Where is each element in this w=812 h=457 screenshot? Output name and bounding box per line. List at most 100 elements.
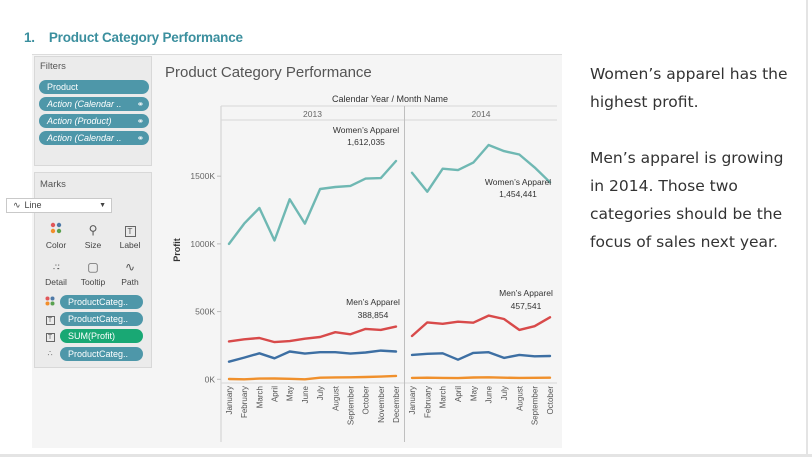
marks-button-label: Detail	[45, 277, 67, 287]
shelf-pill-label: SUM(Profit)	[68, 331, 115, 341]
marks-button-label: Label	[119, 240, 141, 250]
link-icon: ⚭	[136, 99, 144, 109]
chevron-down-icon: ▼	[99, 202, 106, 209]
year-header-2013: 2013	[303, 109, 322, 119]
series-line-2014-2	[410, 351, 552, 361]
x-tick-label: July	[500, 386, 509, 400]
x-tick-label: December	[392, 386, 401, 423]
filters-title: Filters	[40, 61, 66, 72]
filter-pill-product[interactable]: Product	[39, 80, 149, 94]
marks-button-label: Path	[121, 277, 139, 287]
commentary: Women’s apparel has the highest profit. …	[590, 60, 795, 284]
shelf-pill-label: ProductCateg..	[68, 349, 129, 359]
x-tick-label: February	[423, 386, 432, 418]
slide-title-text: Product Category Performance	[48, 30, 243, 45]
label-icon: T	[44, 313, 56, 325]
series-line-2013-3	[227, 374, 398, 381]
marks-size-button[interactable]: ⚲ Size	[76, 220, 110, 254]
detail-icon: ∴	[47, 349, 53, 358]
link-icon: ⚭	[136, 133, 144, 143]
x-tick-label: February	[240, 386, 249, 418]
column-header: Calendar Year / Month Name	[332, 94, 448, 104]
x-tick-label: July	[316, 386, 325, 400]
link-icon: ⚭	[136, 116, 144, 126]
size-icon: ⚲	[88, 223, 98, 237]
y-tick-label: 1500K	[190, 171, 215, 181]
marks-color-button[interactable]: Color	[39, 220, 73, 254]
data-label-value: 457,541	[511, 301, 542, 311]
shelf-pill-label: ProductCateg..	[68, 297, 129, 307]
series-line-2013-0	[227, 159, 398, 246]
filter-pill-action-calendar[interactable]: Action (Calendar .. ⚭	[39, 97, 149, 111]
filter-pill-action-calendar-2[interactable]: Action (Calendar .. ⚭	[39, 131, 149, 145]
series-line-2013-2	[227, 349, 398, 363]
commentary-paragraph: Women’s apparel has the highest profit.	[590, 65, 788, 111]
data-label-value: 1,612,035	[347, 137, 385, 147]
filter-pill-label: Product	[47, 82, 79, 92]
series-line-2014-3	[410, 376, 552, 380]
x-tick-label: May	[469, 386, 478, 401]
page-right-edge	[806, 0, 808, 457]
filter-pill-label: Action (Calendar ..	[47, 99, 122, 109]
x-tick-label: January	[225, 386, 234, 414]
x-tick-label: March	[439, 386, 448, 408]
shelf-pill-label-category[interactable]: ProductCateg..	[60, 312, 143, 326]
line-mark-icon: ∿	[13, 200, 21, 210]
x-tick-label: June	[485, 385, 494, 403]
y-axis-title: Profit	[172, 238, 182, 262]
x-tick-label: April	[454, 386, 463, 402]
path-icon: ∿	[124, 260, 136, 274]
marks-button-label: Size	[84, 240, 102, 250]
x-tick-label: August	[515, 385, 524, 411]
data-label-value: 1,454,441	[499, 189, 537, 199]
detail-icon: ∴∶	[52, 262, 60, 272]
data-label-series: Men’s Apparel	[346, 297, 400, 307]
commentary-paragraph: Men’s apparel is growing in 2014. Those …	[590, 149, 784, 251]
marks-button-label: Color	[45, 240, 67, 250]
marks-path-button[interactable]: ∿ Path	[113, 257, 147, 291]
data-label-value: 388,854	[358, 310, 389, 320]
slide-number: 1.	[24, 30, 35, 45]
x-tick-label: May	[286, 386, 295, 401]
y-tick-label: 1000K	[190, 239, 215, 249]
shelf-pill-detail[interactable]: ProductCateg..	[60, 347, 143, 361]
series-line-2014-1	[410, 314, 552, 338]
mark-type-value: Line	[24, 200, 42, 210]
marks-label-button[interactable]: T Label	[113, 220, 147, 254]
filter-pill-label: Action (Calendar ..	[47, 133, 122, 143]
marks-detail-button[interactable]: ∴∶ Detail	[39, 257, 73, 291]
data-label-series: Women’s Apparel	[333, 125, 399, 135]
slide-title: 1. Product Category Performance	[24, 30, 243, 45]
marks-title: Marks	[40, 179, 66, 190]
filter-pill-action-product[interactable]: Action (Product) ⚭	[39, 114, 149, 128]
color-icon	[39, 220, 73, 240]
x-tick-label: October	[362, 386, 371, 415]
x-tick-label: September	[346, 386, 355, 425]
tooltip-icon: ▢	[87, 260, 99, 274]
data-label-series: Women’s Apparel	[485, 177, 551, 187]
x-tick-label: August	[331, 385, 340, 411]
marks-tooltip-button[interactable]: ▢ Tooltip	[76, 257, 110, 291]
shelf-pill-label: ProductCateg..	[68, 314, 129, 324]
series-line-2013-1	[227, 325, 398, 344]
color-icon	[44, 296, 56, 308]
page-bottom-edge	[0, 454, 812, 457]
x-tick-label: June	[301, 385, 310, 403]
x-tick-label: March	[255, 386, 264, 408]
mark-type-select[interactable]: ∿ Line ▼	[6, 198, 112, 213]
filter-pill-label: Action (Product)	[47, 116, 112, 126]
x-tick-label: September	[531, 386, 540, 425]
shelf-pill-color[interactable]: ProductCateg..	[60, 295, 143, 309]
filters-card: Filters Product Action (Calendar .. ⚭ Ac…	[34, 56, 152, 166]
shelf-pill-sum-profit[interactable]: SUM(Profit)	[60, 329, 143, 343]
y-tick-label: 0K	[205, 374, 216, 384]
x-tick-label: October	[546, 386, 555, 415]
data-label-series: Men’s Apparel	[499, 288, 553, 298]
x-tick-label: November	[377, 386, 386, 423]
marks-button-label: Tooltip	[80, 277, 106, 287]
series-line-2014-0	[410, 143, 552, 193]
x-tick-label: April	[271, 386, 280, 402]
label-icon: T	[44, 330, 56, 342]
viz-title: Product Category Performance	[165, 64, 372, 81]
